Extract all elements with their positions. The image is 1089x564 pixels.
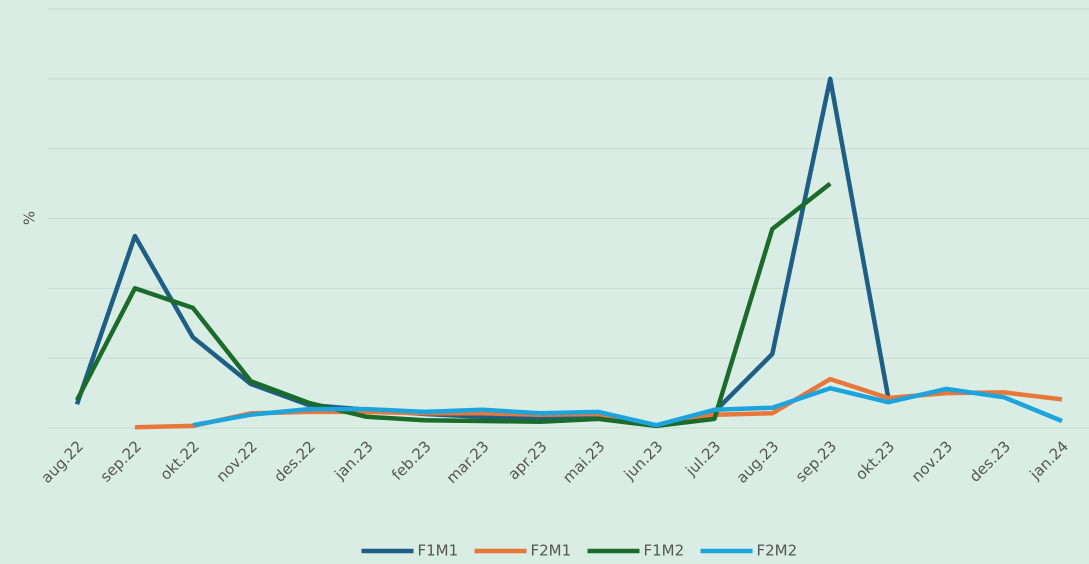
x-tick-label: feb.23 — [388, 437, 435, 484]
x-tick-label: jun.23 — [620, 437, 667, 484]
x-tick-label: mar.23 — [443, 437, 493, 487]
y-axis-label: % — [21, 211, 39, 225]
x-tick-label: nov.23 — [908, 437, 956, 485]
x-tick-label: okt.23 — [852, 437, 898, 483]
x-tick-label: sep.23 — [792, 437, 840, 485]
legend-label: F2M2 — [757, 542, 798, 560]
legend-label: F2M1 — [531, 542, 572, 560]
x-tick-label: aug.23 — [733, 437, 783, 487]
x-tick-label: jul.23 — [681, 437, 724, 480]
x-tick-label: nov.22 — [213, 437, 261, 485]
x-tick-label: jan.23 — [330, 437, 376, 483]
x-tick-label: des.22 — [270, 437, 318, 485]
x-tick-label: okt.22 — [156, 437, 202, 483]
line-series — [74, 76, 891, 429]
legend-label: F1M2 — [644, 542, 685, 560]
x-tick-label: sep.22 — [97, 437, 145, 485]
line-series — [75, 181, 832, 429]
x-tick-label: jan.24 — [1026, 437, 1072, 483]
legend-label: F1M1 — [418, 542, 459, 560]
x-tick-label: apr.23 — [504, 437, 550, 483]
x-tick-label: aug.22 — [37, 437, 87, 487]
line-series — [192, 385, 1063, 428]
x-tick-label: des.23 — [966, 437, 1014, 485]
x-tick-label: mai.23 — [559, 437, 608, 486]
